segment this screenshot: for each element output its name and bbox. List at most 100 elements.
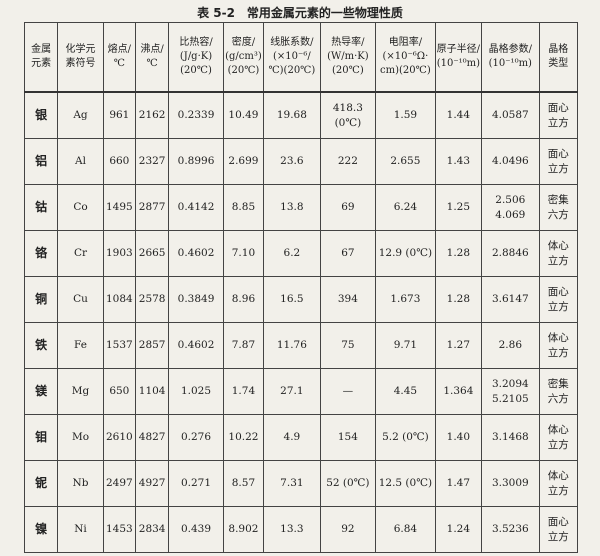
table-cell: 222 xyxy=(319,138,377,185)
table-row: 铌 Nb 2497 4927 0.271 8.57 7.31 52 (0℃) 12.5 (0℃)… xyxy=(23,460,579,507)
table-cell: 银 xyxy=(23,91,59,139)
cell-text: 2.86 xyxy=(498,339,523,351)
cell-text: 元素 xyxy=(31,58,52,69)
cell-text: 0.271 xyxy=(180,477,212,489)
cell-text: 154 xyxy=(337,431,358,443)
cell-text: 立方 xyxy=(547,438,569,451)
table-cell: 92 xyxy=(319,506,377,553)
table-cell: 0.276 xyxy=(168,414,224,461)
table-cell: 2.506 4.069 xyxy=(481,184,540,231)
cell-text: 钼 xyxy=(35,430,48,444)
table-cell: 69 xyxy=(319,184,377,231)
cell-text: 7.31 xyxy=(280,477,304,489)
table-cell: 2610 xyxy=(102,414,136,461)
header-cell: 金属 元素 xyxy=(23,22,59,93)
cell-text: 体心 xyxy=(547,239,569,252)
cell-text: 3.5236 xyxy=(491,523,529,535)
cell-text: 8.96 xyxy=(231,293,256,305)
cell-text: cm)(20℃) xyxy=(380,65,431,76)
cell-text: (10⁻¹⁰m) xyxy=(436,58,481,69)
table-cell: 4.0587 xyxy=(481,91,540,139)
cell-text: 立方 xyxy=(547,300,569,313)
table-cell: 394 xyxy=(319,276,377,323)
cell-text: 立方 xyxy=(547,254,569,267)
table-cell: 铝 xyxy=(23,138,59,185)
cell-text: 晶格 xyxy=(548,44,569,55)
cell-text: 4.069 xyxy=(495,208,526,221)
cell-text: 3.2094 xyxy=(491,377,529,390)
table-cell: 6.2 xyxy=(263,230,321,277)
table-row: 铁 Fe 1537 2857 0.4602 7.87 11.76 75 9.71 1.27 2.86… xyxy=(23,322,579,369)
table-cell: 12.5 (0℃) xyxy=(375,460,436,507)
cell-text: (×10⁻⁶/ xyxy=(273,51,311,62)
table-cell: 75 xyxy=(319,322,377,369)
table-cell: 27.1 xyxy=(263,368,321,415)
cell-text: ℃)(20℃) xyxy=(268,65,316,76)
cell-text: 铬 xyxy=(35,246,48,260)
table-cell: 2.8846 xyxy=(481,230,540,277)
cell-text: 1.025 xyxy=(180,385,212,397)
table-cell: 2.655 xyxy=(375,138,436,185)
cell-text: 650 xyxy=(109,385,130,397)
table-cell: 镁 xyxy=(23,368,59,415)
table-cell: 650 xyxy=(102,368,136,415)
cell-text: (0℃) xyxy=(334,116,362,129)
header-cell: 沸点/ ℃ xyxy=(134,22,170,93)
table-cell: 6.24 xyxy=(375,184,436,231)
cell-text: 立方 xyxy=(547,484,569,497)
table-cell: 密集 六方 xyxy=(538,184,579,231)
table-cell: Al xyxy=(57,138,104,185)
cell-text: 11.76 xyxy=(276,339,307,351)
cell-text: 沸点/ xyxy=(140,44,164,55)
cell-text: 面心 xyxy=(547,147,569,160)
header-cell: 晶格参数/ (10⁻¹⁰m) xyxy=(481,22,540,93)
table-cell: 154 xyxy=(319,414,377,461)
table-cell: 4.0496 xyxy=(481,138,540,185)
header-cell: 线胀系数/ (×10⁻⁶/ ℃)(20℃) xyxy=(263,22,321,93)
cell-text: Al xyxy=(75,155,86,167)
table-cell: 铌 xyxy=(23,460,59,507)
table-cell: 0.4602 xyxy=(168,230,224,277)
cell-text: Fe xyxy=(74,339,87,351)
cell-text: 0.4602 xyxy=(177,339,215,351)
cell-text: 0.2339 xyxy=(177,109,215,121)
cell-text: 钴 xyxy=(35,200,48,214)
table-cell: 660 xyxy=(102,138,136,185)
cell-text: 镁 xyxy=(35,384,48,398)
table-cell: 3.6147 xyxy=(481,276,540,323)
table-body: 银 Ag 961 2162 0.2339 10.49 19.68 418.3 (0℃) 1.59 1… xyxy=(23,91,579,553)
cell-text: 1.28 xyxy=(446,247,471,259)
cell-text: 1.40 xyxy=(446,431,471,443)
cell-text: 类型 xyxy=(548,58,569,69)
table-cell: 8.902 xyxy=(222,506,265,553)
table-cell: 13.8 xyxy=(263,184,321,231)
cell-text: 10.22 xyxy=(228,431,259,443)
table-cell: 钼 xyxy=(23,414,59,461)
table-cell: 19.68 xyxy=(263,91,321,139)
table-cell: 3.3009 xyxy=(481,460,540,507)
table-cell: 5.2 (0℃) xyxy=(375,414,436,461)
cell-text: Co xyxy=(73,201,88,213)
cell-text: 52 (0℃) xyxy=(326,477,370,489)
cell-text: 1.59 xyxy=(393,109,418,121)
cell-text: 3.6147 xyxy=(491,293,529,305)
table-cell: 418.3 (0℃) xyxy=(319,91,377,139)
table-row: 铬 Cr 1903 2665 0.4602 7.10 6.2 67 12.9 (0℃) 1.28 2… xyxy=(23,230,579,277)
cell-text: 1.43 xyxy=(446,155,471,167)
cell-text: (g/cm³) xyxy=(225,51,262,62)
table-cell: 1.25 xyxy=(434,184,483,231)
cell-text: 6.24 xyxy=(393,201,418,213)
table-cell: Co xyxy=(57,184,104,231)
table-cell: 7.10 xyxy=(222,230,265,277)
cell-text: 1104 xyxy=(138,385,166,397)
table-cell: 7.87 xyxy=(222,322,265,369)
table-cell: Nb xyxy=(57,460,104,507)
table-row: 镁 Mg 650 1104 1.025 1.74 27.1 — 4.45 1.364 3.2094 5… xyxy=(23,368,579,415)
cell-text: 2578 xyxy=(138,293,166,305)
table-cell: 1.27 xyxy=(434,322,483,369)
table-cell: 961 xyxy=(102,91,136,139)
cell-text: 8.902 xyxy=(228,523,259,535)
cell-text: 4.0496 xyxy=(491,155,529,167)
table-cell: 面心 立方 xyxy=(538,91,579,139)
cell-text: 12.9 (0℃) xyxy=(378,247,433,259)
